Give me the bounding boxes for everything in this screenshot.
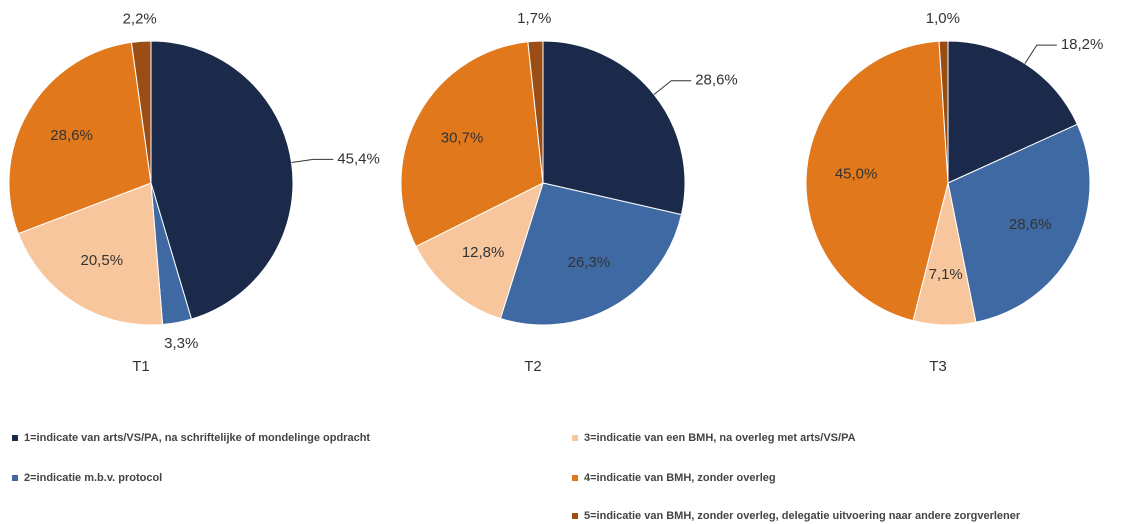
pie-slice [400,41,544,248]
legend-label: 5=indicatie van BMH, zonder overleg, del… [584,510,1021,522]
legend-swatch [12,435,18,441]
pie-title: T2 [524,358,542,375]
data-label: 18,2% [1061,36,1104,53]
legend-swatch [572,475,578,481]
pie-slice [947,123,1091,323]
data-label: 1,0% [926,10,960,27]
legend-swatch [572,435,578,441]
pie-slice [150,40,294,320]
data-label: 3,3% [164,335,198,352]
data-label: 1,7% [517,10,551,27]
data-label: 28,6% [1009,216,1052,233]
pie-title: T1 [132,358,150,375]
leader-line [1024,44,1057,64]
legend-label: 2=indicatie m.b.v. protocol [24,472,162,484]
pie-slice [938,40,949,184]
data-label: 7,1% [929,266,963,283]
data-label: 2,2% [123,10,157,27]
data-label: 26,3% [568,254,611,271]
legend-label: 1=indicate van arts/VS/PA, na schrifteli… [24,432,370,444]
data-label: 28,6% [695,72,738,89]
data-label: 28,6% [50,127,93,144]
legend-label: 4=indicatie van BMH, zonder overleg [584,472,776,484]
leader-line [653,80,692,95]
data-label: 45,4% [337,150,380,167]
pie-slice [130,40,152,184]
data-label: 45,0% [835,165,878,182]
data-label: 20,5% [81,252,124,269]
pie-slice [499,182,683,326]
legend-swatch [572,513,578,519]
pie-slice [8,41,152,235]
pie-slice [17,182,164,326]
pie-slice [415,182,544,320]
legend-label: 3=indicatie van een BMH, na overleg met … [584,432,856,444]
legend-swatch [12,475,18,481]
pie-title: T3 [929,358,947,375]
pie-slice [805,40,949,322]
data-label: 30,7% [441,130,484,147]
pie-slice [947,40,1078,184]
leader-line [291,158,334,164]
data-label: 12,8% [462,244,505,261]
pie-slice [527,40,544,184]
